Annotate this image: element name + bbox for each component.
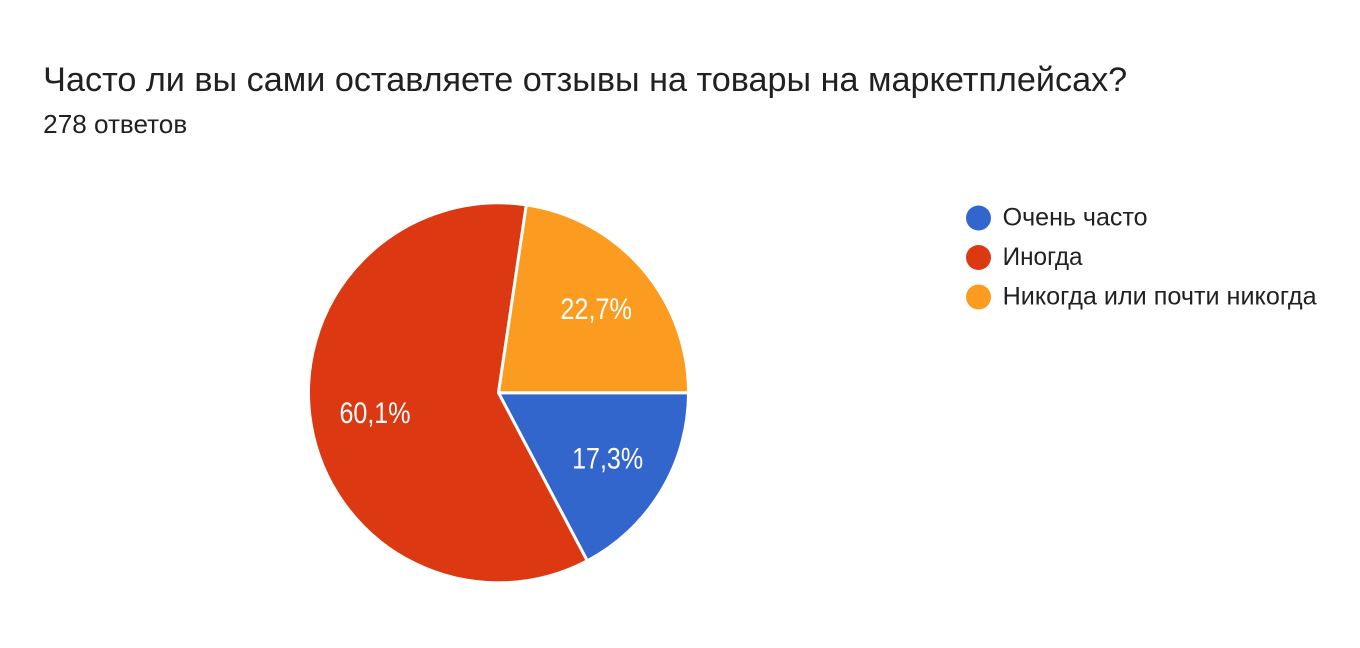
svg-text:60,1%: 60,1% <box>340 397 411 430</box>
svg-text:Иногда: Иногда <box>1003 244 1083 271</box>
svg-text:278 ответов: 278 ответов <box>43 109 187 139</box>
svg-text:Часто ли вы сами оставляете от: Часто ли вы сами оставляете отзывы на то… <box>43 61 1127 99</box>
svg-text:Очень часто: Очень часто <box>1003 204 1148 231</box>
svg-text:17,3%: 17,3% <box>572 442 643 475</box>
svg-text:22,7%: 22,7% <box>560 293 632 326</box>
svg-text:Никогда или почти никогда: Никогда или почти никогда <box>1003 283 1317 310</box>
